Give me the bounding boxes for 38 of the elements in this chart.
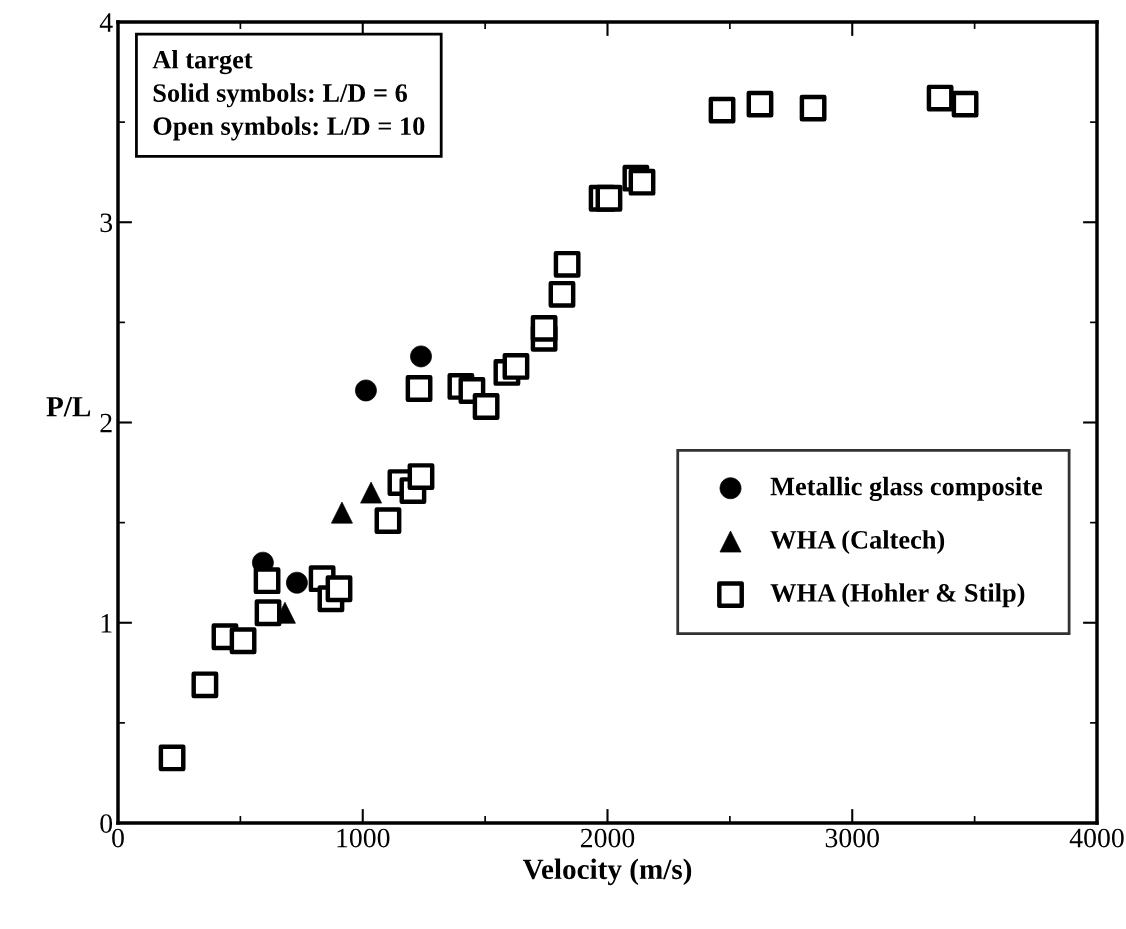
x-axis-title: Velocity (m/s) — [522, 858, 692, 886]
point — [253, 567, 281, 595]
point — [951, 90, 979, 118]
point — [628, 168, 656, 196]
point — [286, 571, 308, 594]
legend-label: WHA (Caltech) — [770, 530, 945, 555]
point — [502, 353, 530, 380]
point — [325, 575, 353, 603]
y-tick-label: 2 — [100, 413, 112, 433]
legend-label: WHA (Hohler & Stilp) — [770, 583, 1025, 608]
annotation: Al target Solid symbols: L/D = 6 Open symbols: L/D = 10 — [152, 50, 425, 141]
y-axis-title: P/L — [46, 397, 91, 417]
y-tick-label: 0 — [100, 814, 113, 833]
point — [191, 671, 219, 699]
point — [553, 250, 581, 278]
point — [595, 184, 623, 212]
point — [746, 90, 774, 118]
y-tick-label: 4 — [99, 13, 113, 32]
point — [472, 393, 500, 420]
point — [708, 96, 736, 124]
point — [254, 599, 282, 627]
x-tick-label: 4000 — [1069, 828, 1124, 848]
point — [158, 744, 186, 772]
point — [926, 84, 954, 112]
point — [548, 280, 576, 308]
x-tick-label: 1000 — [337, 828, 390, 848]
x-tick-label: 2000 — [580, 828, 635, 848]
x-tick-label: 3000 — [825, 828, 879, 848]
point — [355, 379, 377, 402]
point — [405, 375, 433, 402]
point — [229, 627, 257, 655]
y-tick-label: 1 — [101, 614, 112, 633]
point — [407, 463, 435, 490]
point — [799, 94, 827, 122]
point — [374, 507, 402, 535]
legend-label: Metallic glass composite — [770, 476, 1043, 501]
point — [530, 314, 558, 342]
y-tick-label: 3 — [100, 213, 113, 233]
